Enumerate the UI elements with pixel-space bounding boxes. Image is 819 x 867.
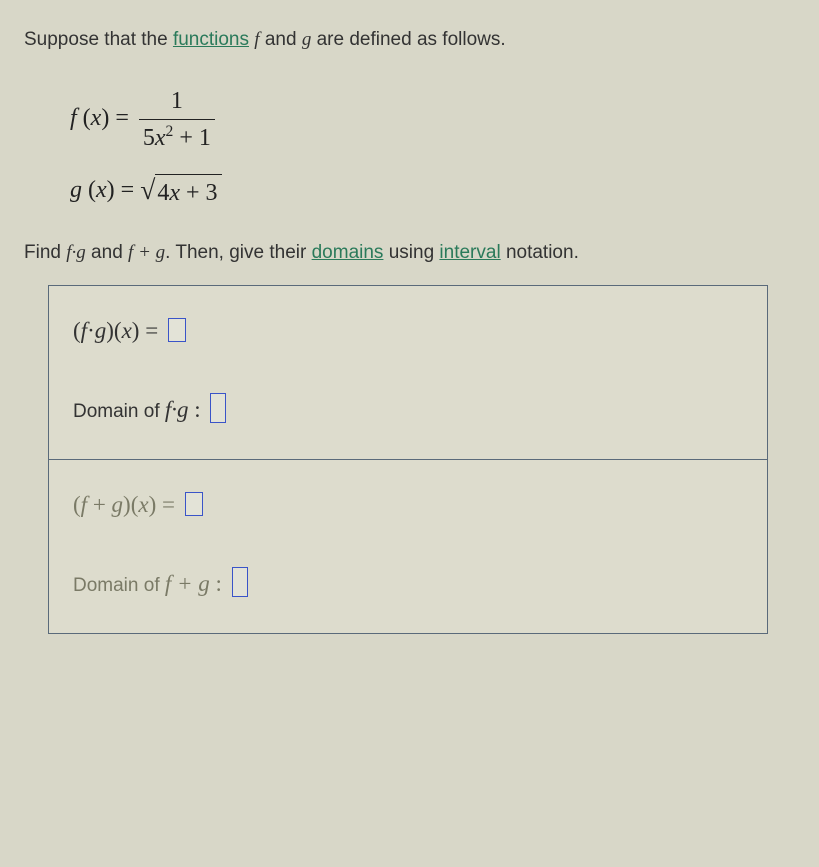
f-definition: f (x) = 1 5x2 + 1 (70, 83, 795, 156)
instr-mid: . Then, give their (165, 242, 311, 263)
f-den: 5x2 + 1 (139, 119, 215, 156)
prompt-line: Suppose that the functions f and g are d… (24, 26, 795, 55)
instr-using: using (383, 242, 439, 263)
r2-colon: : (189, 397, 207, 422)
answer-box: (f·g)(x) = Domain of f·g : (f + g)(x) = … (48, 285, 768, 634)
r4-label: Domain of (73, 575, 165, 596)
prompt-post: are defined as follows. (311, 29, 505, 50)
row-fg-expr: (f·g)(x) = (73, 314, 743, 349)
g-sqrt: 4x + 3 (140, 174, 221, 211)
r3-open: ( (73, 492, 81, 517)
instruction-line: Find f·g and f + g. Then, give their dom… (24, 239, 795, 268)
answer-cell-top: (f·g)(x) = Domain of f·g : (49, 286, 767, 459)
blank-fplusg-expr[interactable] (185, 492, 203, 516)
instr-fg: f·g (66, 242, 86, 263)
r3-eq: = (156, 492, 180, 517)
instr-fplusg: f + g (128, 242, 165, 263)
f-lhs-close: ) = (101, 105, 135, 131)
f-lhs-open: ( (77, 105, 91, 131)
link-domains[interactable]: domains (312, 242, 384, 263)
row-fplusg-domain: Domain of f + g : (73, 567, 743, 602)
blank-fplusg-domain[interactable] (232, 567, 248, 597)
g-lhs-x: x (96, 177, 107, 203)
f-den-x: x (155, 125, 166, 151)
row-fg-domain: Domain of f·g : (73, 393, 743, 428)
r3-plus: + (87, 492, 111, 517)
g-lhs-close: ) = (107, 177, 141, 203)
r3-close: ) (123, 492, 131, 517)
f-lhs-f: f (70, 105, 77, 131)
f-den-coef: 5 (143, 125, 155, 151)
instr-post: notation. (501, 242, 579, 263)
g-lhs-open: ( (82, 177, 96, 203)
f-num: 1 (139, 83, 215, 119)
r1-close: ) (106, 318, 114, 343)
r4-colon: : (210, 571, 228, 596)
link-interval[interactable]: interval (439, 242, 500, 263)
f-den-tail: + 1 (173, 125, 211, 151)
r1-eq: = (139, 318, 163, 343)
instr-and: and (86, 242, 128, 263)
row-fplusg-expr: (f + g)(x) = (73, 488, 743, 523)
g-rad-coef: 4 (157, 180, 169, 206)
instr-pre: Find (24, 242, 66, 263)
prompt-and: and (260, 29, 302, 50)
r1-x: x (122, 318, 132, 343)
g-rad-x: x (169, 180, 180, 206)
r1-open2: ( (114, 318, 122, 343)
r1-dot: · (87, 318, 95, 343)
f-fraction: 1 5x2 + 1 (139, 83, 215, 156)
prompt-g: g (302, 29, 312, 50)
answer-cell-bottom: (f + g)(x) = Domain of f + g : (49, 459, 767, 633)
blank-fg-expr[interactable] (168, 318, 186, 342)
r3-g: g (112, 492, 124, 517)
r2-label: Domain of (73, 401, 165, 422)
g-rad-tail: + 3 (180, 180, 218, 206)
r2-fg: f·g (165, 397, 189, 422)
r3-x: x (138, 492, 148, 517)
r1-g: g (95, 318, 107, 343)
blank-fg-domain[interactable] (210, 393, 226, 423)
g-radicand: 4x + 3 (155, 174, 221, 211)
link-functions[interactable]: functions (173, 29, 249, 50)
f-lhs-x: x (91, 105, 102, 131)
g-definition: g (x) = 4x + 3 (70, 172, 795, 211)
g-lhs-g: g (70, 177, 82, 203)
r4-fplusg: f + g (165, 571, 210, 596)
r1-open: ( (73, 318, 81, 343)
prompt-pre: Suppose that the (24, 29, 173, 50)
